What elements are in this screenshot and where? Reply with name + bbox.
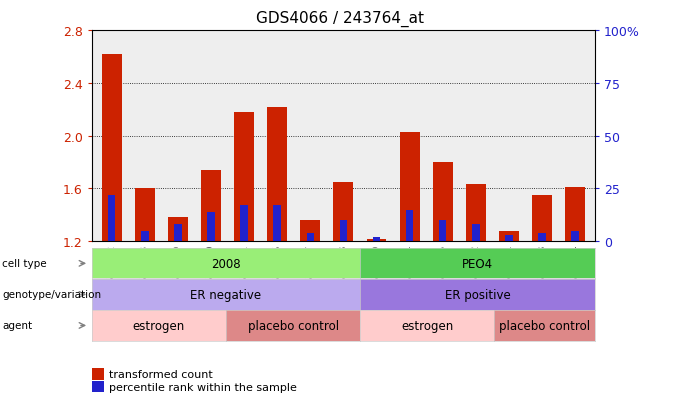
Bar [532,195,552,242]
Text: estrogen: estrogen [401,319,454,332]
Bar [373,237,380,242]
Bar [207,212,215,242]
Text: GDS4066 / 243764_at: GDS4066 / 243764_at [256,10,424,26]
Text: genotype/variation: genotype/variation [2,290,101,300]
Text: placebo control: placebo control [248,319,339,332]
Bar [102,55,122,242]
Bar [174,225,182,242]
Bar [406,210,413,242]
Bar [539,233,546,242]
Bar [240,206,248,242]
Bar [565,188,585,242]
Bar [400,132,420,242]
Text: PEO4: PEO4 [462,257,493,270]
Bar [472,225,479,242]
Bar [168,218,188,242]
Bar [466,185,486,242]
Text: estrogen: estrogen [133,319,185,332]
Bar [505,235,513,242]
Text: 2008: 2008 [211,257,241,270]
Text: ER negative: ER negative [190,288,262,301]
Bar [367,239,386,242]
Bar [571,231,579,242]
Bar [333,183,354,242]
Text: cell type: cell type [2,259,47,269]
Bar [135,189,155,242]
Bar [432,163,453,242]
Bar [307,233,314,242]
Bar [267,107,287,242]
Bar [499,231,519,242]
Text: placebo control: placebo control [499,319,590,332]
Bar [108,195,116,242]
Text: transformed count: transformed count [109,369,214,379]
Bar [273,206,281,242]
Bar [234,113,254,242]
Bar [339,221,347,242]
Bar [201,171,221,242]
Bar [141,231,148,242]
Text: percentile rank within the sample: percentile rank within the sample [109,382,297,392]
Bar [439,221,447,242]
Text: ER positive: ER positive [445,288,511,301]
Bar [301,221,320,242]
Text: agent: agent [2,320,32,331]
